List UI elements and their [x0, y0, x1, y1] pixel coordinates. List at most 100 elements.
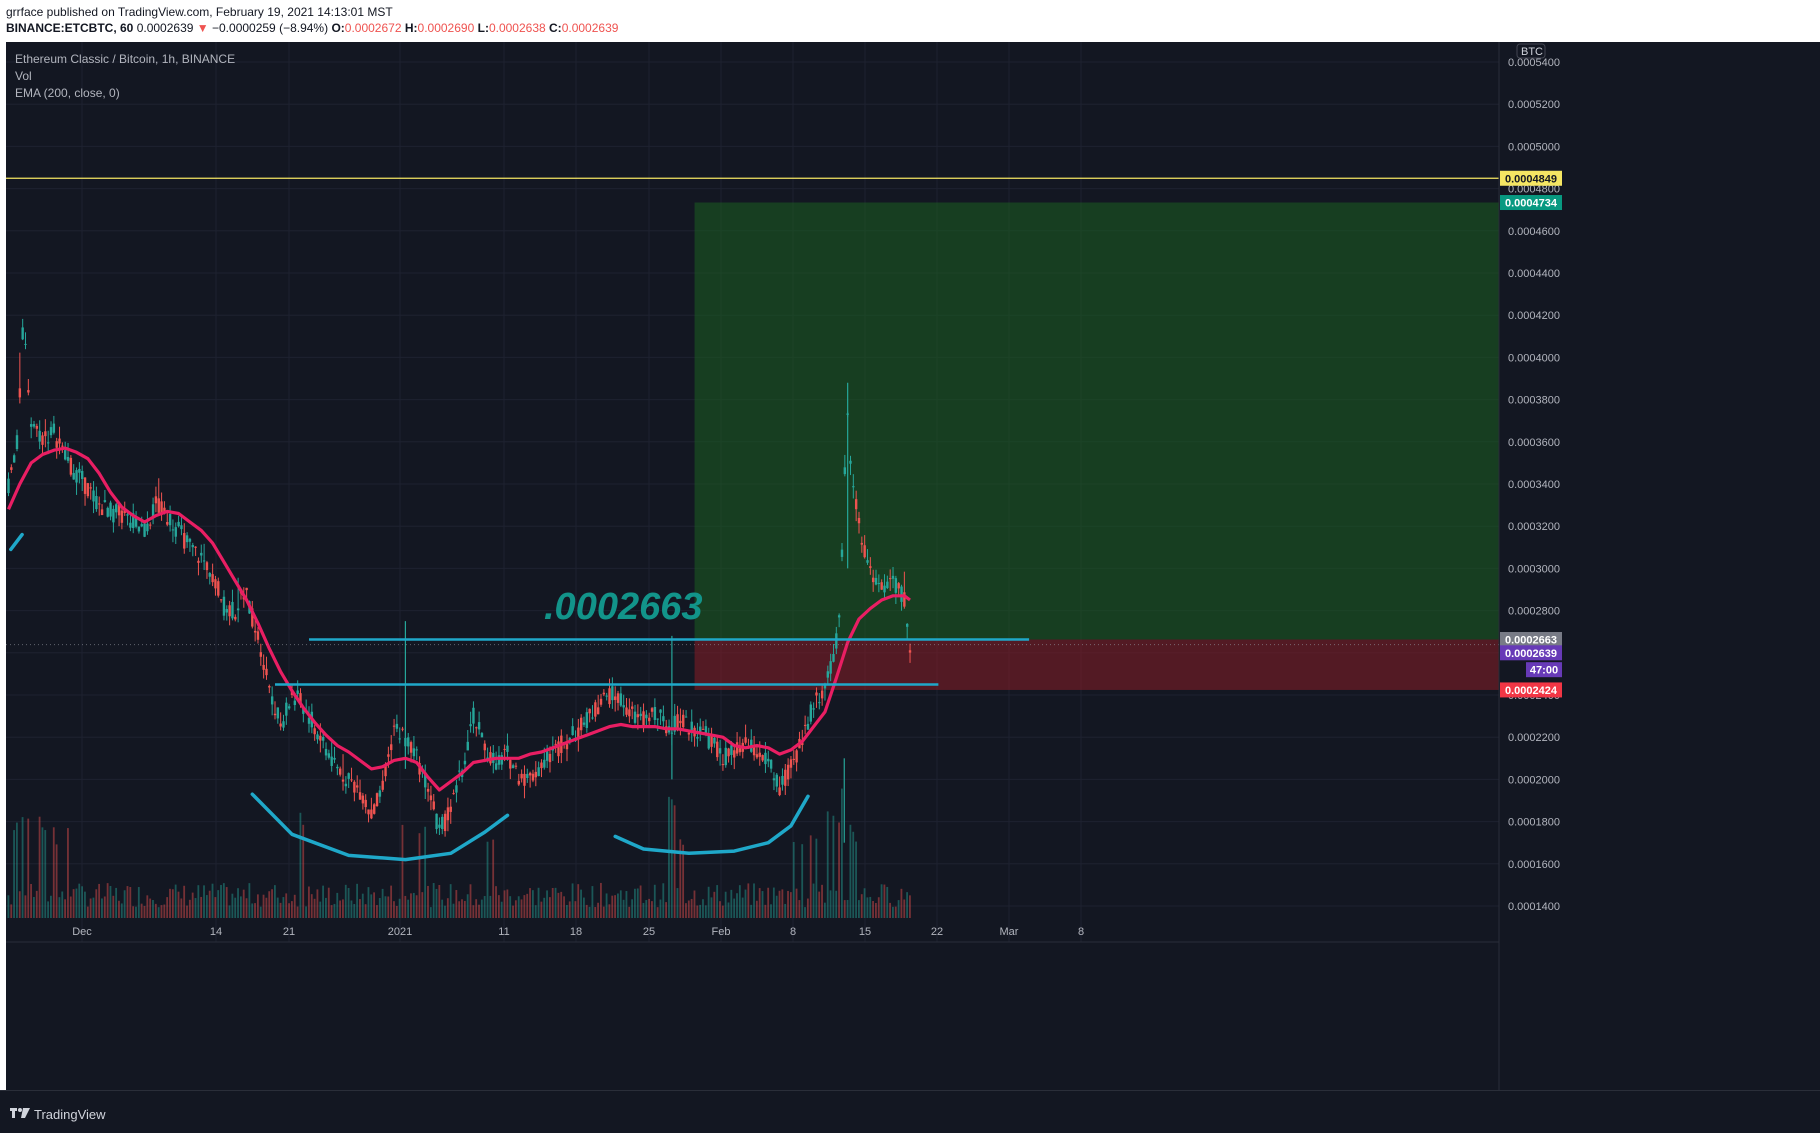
candle-body [523, 773, 526, 786]
volume-legend[interactable]: Vol [15, 69, 32, 83]
candle-body [41, 435, 44, 445]
candle-body [435, 813, 438, 830]
volume-bar [767, 887, 770, 918]
volume-bar [806, 898, 809, 918]
volume-bar [103, 896, 106, 918]
candle-body [228, 605, 231, 617]
volume-bar [291, 901, 293, 918]
candle-body [49, 427, 53, 436]
volume-bar [67, 828, 69, 918]
high-value: 0.0002690 [417, 21, 475, 35]
volume-bar [234, 897, 237, 918]
volume-bar [342, 899, 344, 918]
position-zones [694, 202, 1499, 690]
candle-body [270, 696, 274, 705]
candle-body [296, 690, 299, 694]
volume-bar [653, 884, 656, 918]
volume-bar [242, 889, 245, 918]
candle-body [140, 524, 143, 527]
volume-bar [135, 906, 137, 918]
candle-body [849, 460, 852, 464]
volume-bar [200, 896, 203, 918]
candle-body [24, 343, 27, 345]
breakout-label[interactable]: .0002663 [544, 586, 703, 628]
volume-bar [823, 902, 826, 918]
candle-body [398, 738, 401, 740]
volume-bar [466, 894, 469, 918]
candle-body [812, 708, 815, 710]
volume-bar [673, 805, 676, 918]
candle-body [200, 552, 203, 556]
candle-body [543, 759, 546, 768]
volume-bar [713, 891, 716, 918]
candle-body [874, 577, 878, 585]
volume-bar [880, 884, 883, 918]
volume-bar [410, 893, 412, 918]
ema-legend[interactable]: EMA (200, close, 0) [15, 86, 120, 100]
volume-bar [115, 887, 118, 918]
volume-bar [730, 889, 733, 918]
volume-bar [577, 884, 580, 918]
volume-bar [13, 830, 15, 918]
volume-bar [288, 903, 290, 918]
volume-bar [89, 898, 92, 918]
volume-bar [271, 889, 273, 918]
candle-body [81, 470, 84, 479]
volume-bar [523, 895, 526, 918]
volume-bar [268, 891, 271, 918]
volume-bar [30, 883, 32, 918]
candle-body [520, 773, 523, 779]
candle-body [44, 431, 47, 437]
volume-bar [665, 902, 668, 918]
candle-body [514, 765, 518, 767]
volume-bar [537, 887, 540, 918]
volume-bar [211, 883, 214, 918]
volume-bar [529, 888, 531, 918]
volume-bar [273, 885, 276, 918]
volume-bar [540, 901, 543, 918]
candle-body [636, 714, 640, 718]
candle-body [412, 748, 416, 757]
volume-bar [75, 888, 78, 918]
volume-bar [407, 899, 410, 918]
symbol-legend[interactable]: Ethereum Classic / Bitcoin, 1h, BINANCE [15, 52, 236, 66]
volume-bar [509, 896, 512, 918]
volume-bar [563, 896, 565, 918]
currency-badge[interactable]: BTC [1521, 46, 1543, 58]
candle-body [341, 779, 345, 782]
volume-bar [679, 839, 682, 918]
volume-bar [829, 890, 832, 918]
volume-bar [897, 900, 900, 918]
candle-body [860, 542, 864, 545]
volume-bar [801, 844, 804, 918]
price-label: 47:00 [1530, 665, 1558, 677]
price-tick-label: 0.0004000 [1508, 352, 1560, 364]
volume-bar [906, 892, 908, 918]
volume-bar [353, 903, 356, 918]
price-tick-label: 0.0002800 [1508, 606, 1560, 618]
cup-curve-tiny [9, 532, 24, 552]
candle-body [778, 787, 781, 796]
price-tick-label: 0.0004200 [1508, 310, 1560, 322]
candle-body [183, 532, 186, 549]
candle-body [628, 709, 631, 717]
volume-bar [21, 817, 24, 918]
volume-bar [183, 885, 186, 918]
volume-bar [220, 884, 222, 918]
volume-bar [855, 841, 857, 918]
volume-bar [500, 901, 503, 918]
volume-bars [7, 788, 911, 918]
volume-bar [305, 906, 307, 918]
volume-bar [863, 888, 866, 918]
volume-bar [279, 902, 282, 918]
volume-bar [157, 907, 160, 918]
price-tick-label: 0.0001600 [1508, 859, 1560, 871]
volume-bar [446, 898, 449, 918]
volume-bar [106, 883, 109, 918]
volume-bar [347, 887, 350, 918]
volume-bar [154, 903, 157, 918]
candle-body [438, 824, 441, 828]
candle-body [472, 707, 475, 724]
candle-body [191, 545, 194, 548]
